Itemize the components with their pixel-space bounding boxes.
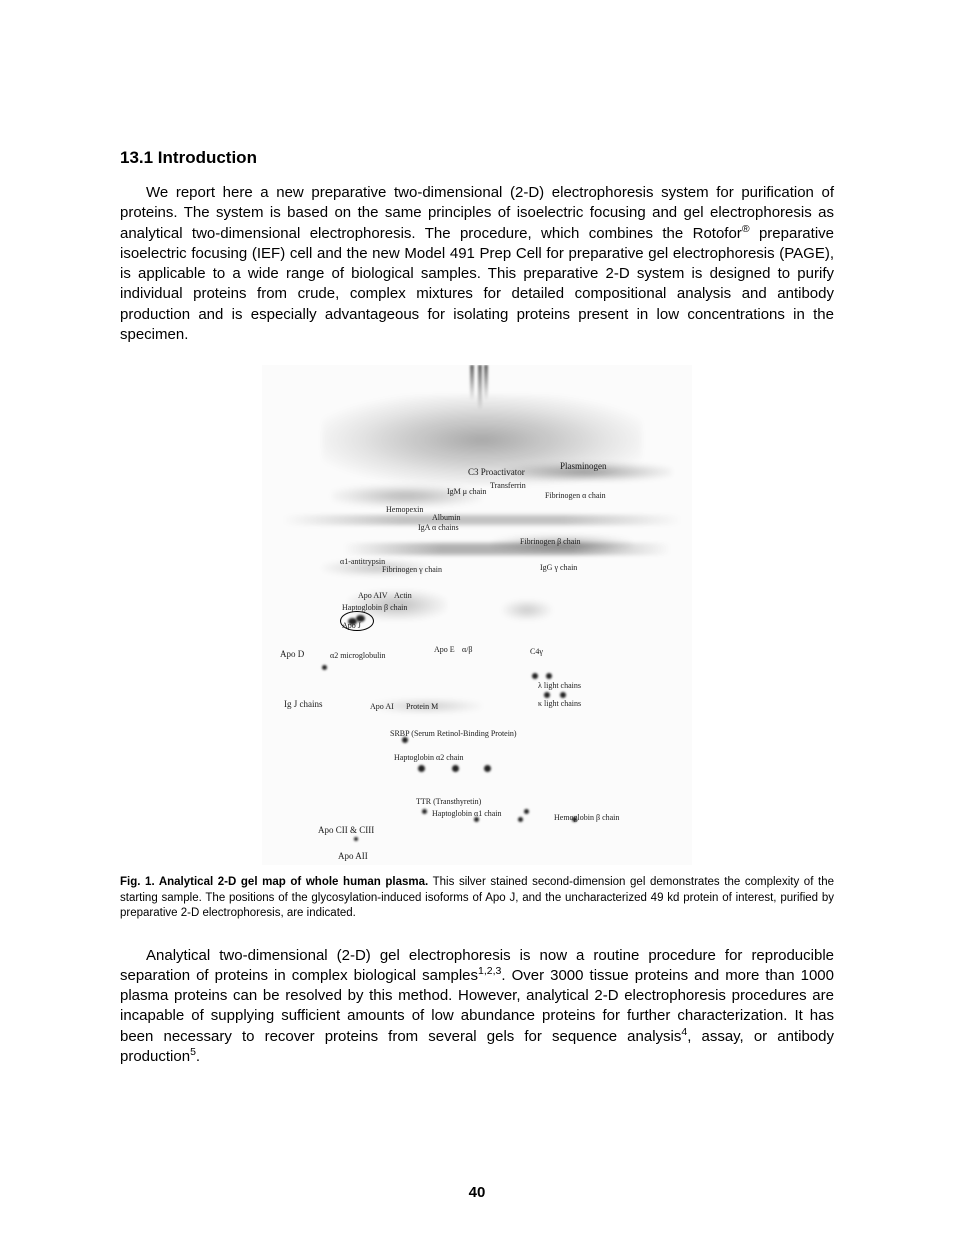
gel-spot bbox=[322, 665, 327, 670]
gel-label: Haptoglobin α2 chain bbox=[394, 753, 464, 762]
intro-paragraph-1: We report here a new preparative two-dim… bbox=[120, 183, 834, 345]
gel-label: Apo AII bbox=[338, 851, 368, 861]
gel-label: IgG γ chain bbox=[540, 563, 577, 572]
gel-spot bbox=[546, 673, 552, 679]
gel-label: IgA α chains bbox=[418, 523, 459, 532]
gel-label: Fibrinogen β chain bbox=[520, 537, 581, 546]
gel-image: Plasminogen C3 Proactivator IgM μ chain Tra… bbox=[262, 365, 692, 865]
p1-pre: We report here a new preparative two-dim… bbox=[120, 184, 834, 242]
gel-label: Actin bbox=[394, 591, 412, 600]
gel-label: Hemopexin bbox=[386, 505, 423, 514]
gel-label: λ light chains bbox=[538, 681, 581, 690]
gel-label: C3 Proactivator bbox=[468, 467, 525, 477]
gel-label: α1-antitrypsin bbox=[340, 557, 385, 566]
gel-vertical-streak bbox=[470, 365, 474, 400]
p1-sup: ® bbox=[742, 223, 750, 235]
section-heading: 13.1 Introduction bbox=[120, 148, 834, 168]
gel-spot bbox=[422, 809, 427, 814]
caption-bold: Fig. 1. Analytical 2-D gel map of whole … bbox=[120, 876, 428, 888]
gel-label: Hemoglobin β chain bbox=[554, 813, 619, 822]
gel-spot bbox=[484, 765, 491, 772]
gel-label: Apo CII & CIII bbox=[318, 825, 374, 835]
figure-1-caption: Fig. 1. Analytical 2-D gel map of whole … bbox=[120, 875, 834, 922]
gel-band bbox=[282, 515, 682, 525]
gel-label: Apo AIV bbox=[358, 591, 388, 600]
gel-label: IgM μ chain bbox=[447, 487, 486, 496]
p1-post: preparative isoelectric focusing (IEF) c… bbox=[120, 225, 834, 343]
gel-label: Ig J chains bbox=[284, 699, 323, 709]
gel-label: C4γ bbox=[530, 647, 543, 656]
intro-paragraph-2: Analytical two-dimensional (2-D) gel ele… bbox=[120, 946, 834, 1068]
gel-label: SRBP (Serum Retinol-Binding Protein) bbox=[390, 729, 517, 738]
page-number: 40 bbox=[0, 1184, 954, 1201]
gel-spot bbox=[418, 765, 425, 772]
gel-label: Protein M bbox=[406, 702, 438, 711]
gel-label: Apo J bbox=[342, 621, 361, 630]
figure-1: Plasminogen C3 Proactivator IgM μ chain Tra… bbox=[262, 365, 692, 865]
gel-spot bbox=[452, 765, 459, 772]
page: 13.1 Introduction We report here a new p… bbox=[0, 0, 954, 1235]
gel-label: Haptoglobin α1 chain bbox=[432, 809, 502, 818]
gel-label: Plasminogen bbox=[560, 461, 607, 471]
gel-label: Apo AI bbox=[370, 702, 394, 711]
gel-spot bbox=[518, 817, 523, 822]
gel-vertical-streak bbox=[484, 365, 488, 400]
gel-spot bbox=[354, 837, 358, 841]
p2-d: . bbox=[196, 1048, 200, 1065]
gel-spot bbox=[524, 809, 529, 814]
gel-label: α2 microglobulin bbox=[330, 651, 386, 660]
gel-label: Apo D bbox=[280, 649, 304, 659]
gel-label: α/β bbox=[462, 645, 472, 654]
gel-smear bbox=[502, 600, 552, 620]
gel-label: Haptoglobin β chain bbox=[342, 603, 407, 612]
gel-vertical-streak bbox=[478, 365, 482, 410]
gel-label: Transferrin bbox=[490, 481, 526, 490]
gel-label: κ light chains bbox=[538, 699, 581, 708]
gel-spot bbox=[560, 692, 566, 698]
gel-label: Fibrinogen γ chain bbox=[382, 565, 442, 574]
gel-label: Fibrinogen α chain bbox=[545, 491, 606, 500]
gel-spot bbox=[544, 692, 550, 698]
gel-spot bbox=[532, 673, 538, 679]
p2-sup1: 1,2,3 bbox=[478, 965, 501, 977]
gel-label: Albumin bbox=[432, 513, 460, 522]
gel-label: Apo E bbox=[434, 645, 455, 654]
gel-label: TTR (Transthyretin) bbox=[416, 797, 481, 806]
